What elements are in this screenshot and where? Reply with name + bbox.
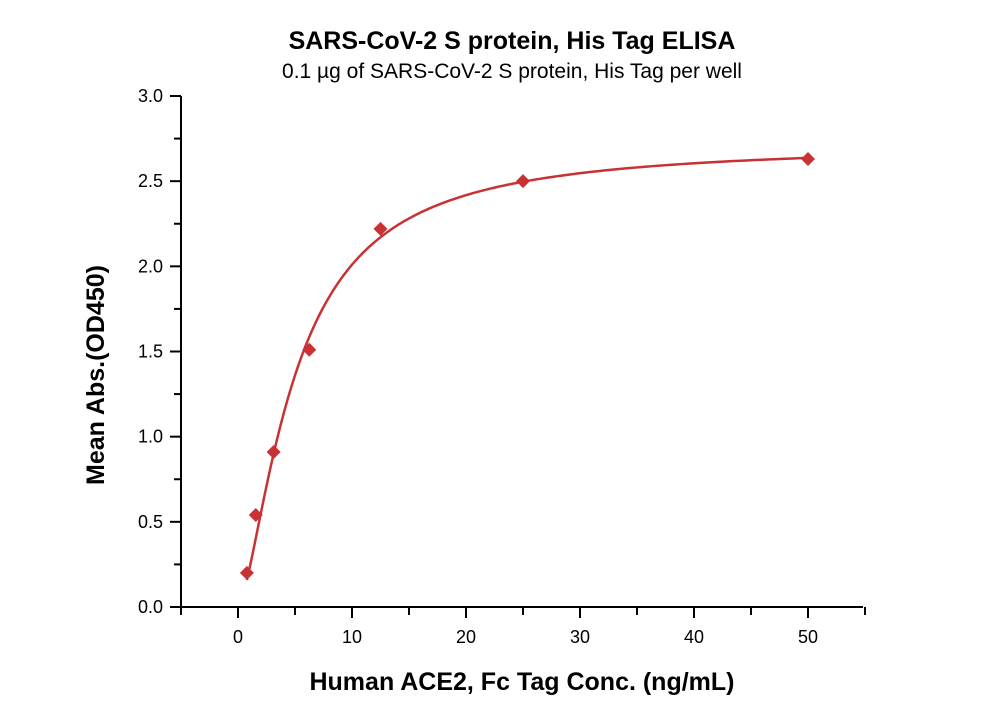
- axes: [170, 95, 866, 618]
- fit-curve-group: [245, 156, 809, 581]
- data-points: [239, 152, 815, 580]
- x-tick-label: 40: [684, 627, 704, 647]
- x-tick-label: 0: [233, 627, 243, 647]
- tick-labels: 0 10 20 30 40 50 0.0 0.5 1.0 1.5 2.0 2.5 3.0: [138, 86, 818, 647]
- x-axis-label: Human ACE2, Fc Tag Conc. (ng/mL): [309, 668, 734, 696]
- y-tick-label: 0.5: [138, 512, 163, 532]
- fit-curve: [245, 156, 809, 581]
- data-point-diamond: [302, 342, 317, 357]
- x-tick-label: 20: [456, 627, 476, 647]
- x-tick-label: 10: [342, 627, 362, 647]
- y-axis-label: Mean Abs.(OD450): [82, 265, 110, 485]
- y-tick-label: 2.0: [138, 256, 163, 276]
- chart-subtitle: 0.1 µg of SARS-CoV-2 S protein, His Tag …: [282, 60, 742, 83]
- data-point-diamond: [266, 444, 281, 459]
- data-point-diamond: [248, 508, 263, 523]
- y-tick-label: 2.5: [138, 171, 163, 191]
- chart-title: SARS-CoV-2 S protein, His Tag ELISA: [289, 27, 736, 55]
- data-point-diamond: [516, 174, 530, 189]
- data-point-diamond: [801, 152, 815, 167]
- y-tick-label: 1.0: [138, 427, 163, 447]
- y-tick-label: 3.0: [138, 86, 163, 106]
- x-tick-label: 30: [570, 627, 590, 647]
- y-tick-label: 0.0: [138, 597, 163, 617]
- data-point-diamond: [373, 221, 388, 236]
- data-point-diamond: [239, 565, 254, 580]
- x-tick-label: 50: [798, 627, 818, 647]
- y-tick-label: 1.5: [138, 342, 163, 362]
